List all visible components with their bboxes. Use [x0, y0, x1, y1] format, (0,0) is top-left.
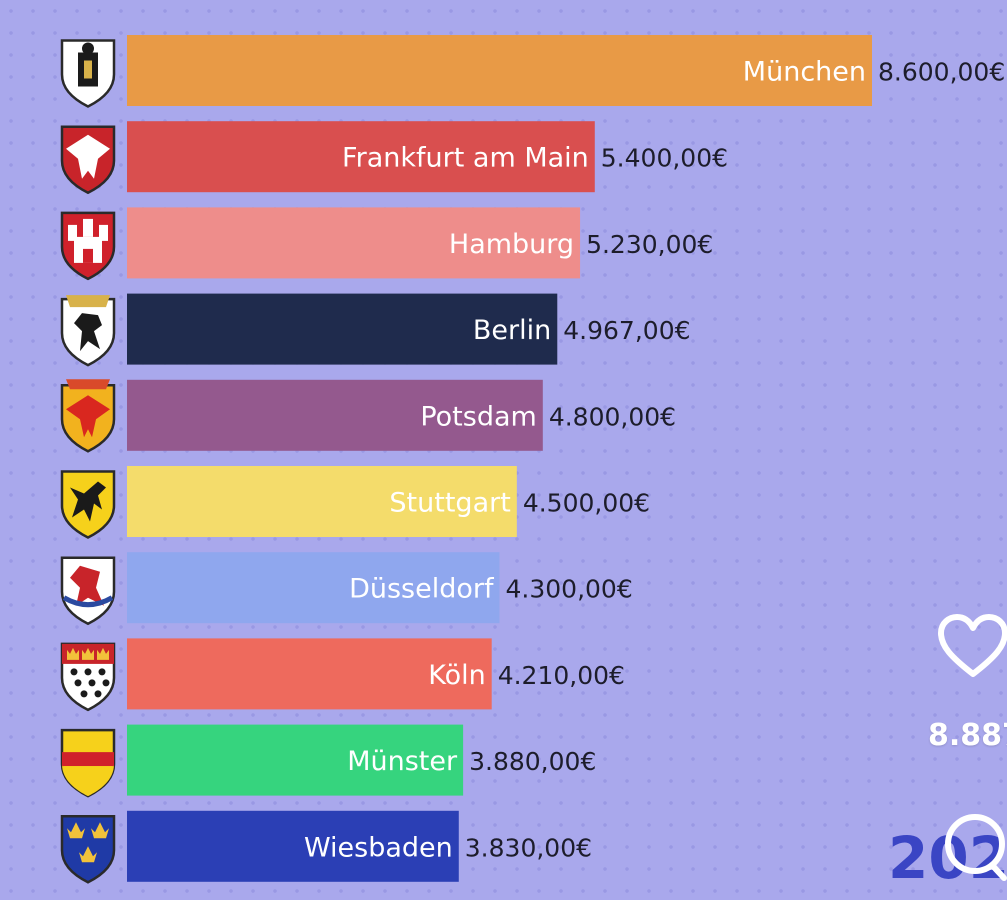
potsdam-coat-of-arms-icon: [60, 379, 116, 453]
bar-value-label: 4.967,00€: [563, 316, 690, 345]
bar-category-label: Stuttgart: [389, 488, 510, 519]
likes-count: 8.887: [928, 718, 1007, 753]
bar-value-label: 8.600,00€: [878, 58, 1005, 87]
bar-category-label: Hamburg: [449, 229, 574, 260]
bar-value-label: 4.800,00€: [549, 402, 676, 431]
bar: [127, 724, 464, 796]
bar: [127, 293, 558, 365]
bar-category-label: München: [743, 57, 866, 88]
bar: [127, 466, 517, 537]
bar-value-label: 4.210,00€: [498, 661, 625, 690]
bar-value-label: 4.500,00€: [523, 489, 650, 518]
bar-value-label: 3.830,00€: [465, 833, 592, 862]
comment-bubble-icon[interactable]: [938, 810, 1007, 884]
bar: [127, 552, 500, 624]
bar: [127, 35, 872, 106]
bar: [127, 379, 543, 451]
frankfurt-coat-of-arms-icon: [60, 125, 116, 195]
bar-category-label: Potsdam: [420, 401, 536, 432]
bar-value-label: 3.880,00€: [469, 747, 596, 776]
bar-category-label: Münster: [347, 746, 458, 777]
bar-category-label: Frankfurt am Main: [342, 143, 589, 174]
muenster-coat-of-arms-icon: [60, 728, 116, 798]
bar: [127, 207, 581, 279]
bar-value-label: 5.230,00€: [586, 230, 713, 259]
stuttgart-coat-of-arms-icon: [60, 470, 116, 539]
bar-value-label: 5.400,00€: [601, 144, 728, 173]
koeln-coat-of-arms-icon: [60, 642, 116, 712]
wiesbaden-coat-of-arms-icon: [60, 815, 116, 884]
bar-category-label: Berlin: [473, 315, 551, 346]
bar-category-label: Wiesbaden: [304, 832, 453, 863]
duesseldorf-coat-of-arms-icon: [60, 556, 116, 626]
bar: [127, 810, 459, 882]
berlin-coat-of-arms-icon: [60, 295, 116, 367]
heart-outline-icon[interactable]: [936, 612, 1007, 682]
bar-value-label: 4.300,00€: [506, 575, 633, 604]
bar: [127, 121, 595, 193]
hamburg-coat-of-arms-icon: [60, 211, 116, 281]
bar-category-label: Düsseldorf: [349, 574, 495, 605]
bar-category-label: Köln: [428, 660, 486, 691]
bar: [127, 638, 492, 710]
munich-coat-of-arms-icon: [60, 39, 116, 108]
